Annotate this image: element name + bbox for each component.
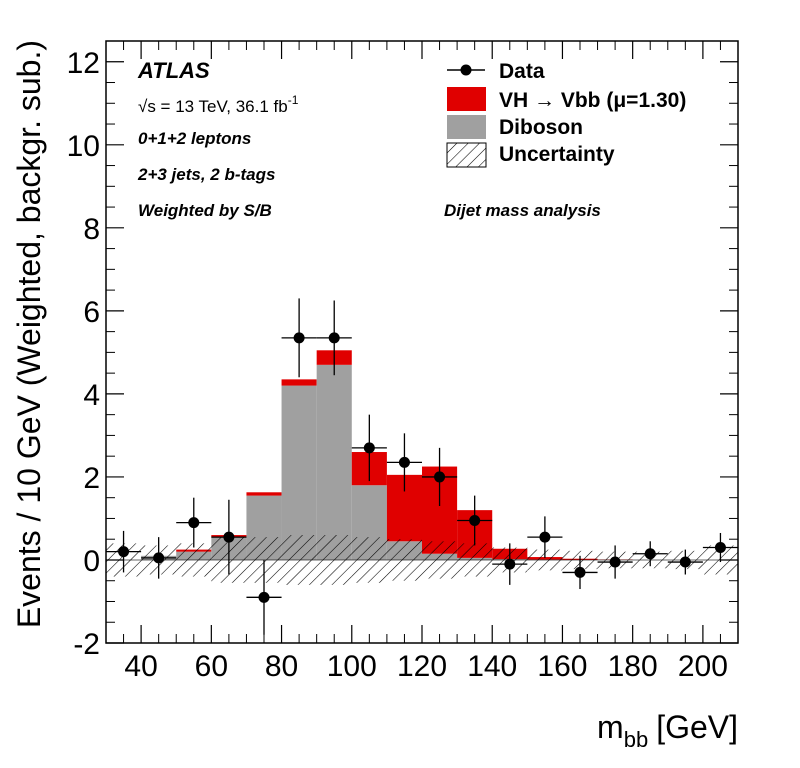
x-tick-label: 160: [537, 650, 587, 683]
legend-label-data: Data: [499, 60, 545, 83]
data-point: [293, 332, 305, 344]
data-point: [574, 566, 586, 578]
data-point: [223, 531, 235, 543]
x-tick-label: 180: [608, 650, 658, 683]
data-point: [328, 332, 340, 344]
data-point: [434, 471, 446, 483]
y-tick-label: 8: [83, 213, 100, 246]
y-tick-label: -2: [73, 628, 100, 661]
data-point: [118, 546, 130, 558]
uncertainty-band: [106, 535, 738, 585]
legend-uncertainty-swatch: [446, 142, 487, 168]
x-axis-title-sub: bb: [624, 727, 648, 752]
legend-item-data: Data: [447, 60, 545, 83]
x-tick-label: 140: [467, 650, 517, 683]
data-point: [714, 542, 726, 554]
data-points: [106, 298, 738, 635]
energy-label-main: √s = 13 TeV, 36.1 fb: [138, 97, 288, 116]
x-axis-title-unit: [GeV]: [656, 709, 738, 745]
x-axis-title: mbb [GeV]: [597, 709, 738, 752]
data-point: [644, 548, 656, 560]
x-tick-label: 60: [195, 650, 228, 683]
diboson-bar: [281, 385, 317, 560]
legend-diboson-swatch: [447, 115, 486, 139]
legend: Data VH → Vbb (μ=1.30) Diboson Uncertain…: [446, 60, 686, 168]
legend-data-marker: [460, 64, 472, 76]
data-point: [504, 558, 516, 570]
vh-bar: [246, 492, 282, 496]
channel-label: 0+1+2 leptons: [138, 129, 251, 148]
energy-label: √s = 13 TeV, 36.1 fb-1: [138, 93, 299, 116]
data-point: [188, 517, 200, 529]
legend-vh-swatch: [447, 87, 486, 111]
y-tick-label: 10: [67, 130, 100, 163]
data-point: [679, 556, 691, 568]
data-point: [363, 442, 375, 454]
energy-label-sup: -1: [288, 93, 299, 107]
diboson-bar: [316, 364, 352, 560]
axis-ticks: 40 60 80 100 120 140 160 180 200 -2 0 2 4 6 8 10 12: [67, 40, 739, 683]
y-axis-title: Events / 10 GeV (Weighted, backgr. sub.): [11, 40, 47, 628]
vh-bar: [281, 379, 317, 386]
x-tick-label: 40: [124, 650, 157, 683]
jets-label: 2+3 jets, 2 b-tags: [137, 165, 275, 184]
legend-item-vh: VH → Vbb (μ=1.30): [447, 87, 686, 112]
x-tick-label: 120: [397, 650, 447, 683]
y-tick-label: 12: [67, 47, 100, 80]
analysis-label: Dijet mass analysis: [444, 201, 601, 220]
data-point: [153, 552, 165, 564]
legend-item-diboson: Diboson: [447, 115, 583, 139]
x-tick-label: 100: [327, 650, 377, 683]
data-point: [539, 531, 551, 543]
x-tick-label: 200: [678, 650, 728, 683]
series-layer: [141, 350, 633, 560]
data-point: [258, 591, 270, 603]
legend-label-vh: VH → Vbb (μ=1.30): [499, 89, 686, 112]
data-point: [469, 515, 481, 527]
legend-item-uncertainty: Uncertainty: [446, 142, 615, 168]
y-tick-label: 6: [83, 296, 100, 329]
x-axis-title-main: m: [597, 709, 624, 745]
data-point: [609, 556, 621, 568]
y-tick-label: 2: [83, 462, 100, 495]
atlas-label: ATLAS: [137, 58, 210, 83]
y-tick-label: 4: [83, 379, 100, 412]
legend-label-uncertainty: Uncertainty: [499, 143, 615, 166]
legend-label-diboson: Diboson: [499, 116, 583, 139]
y-tick-label: 0: [83, 545, 100, 578]
data-point: [398, 456, 410, 468]
x-tick-label: 80: [265, 650, 298, 683]
weighting-label: Weighted by S/B: [138, 201, 272, 220]
